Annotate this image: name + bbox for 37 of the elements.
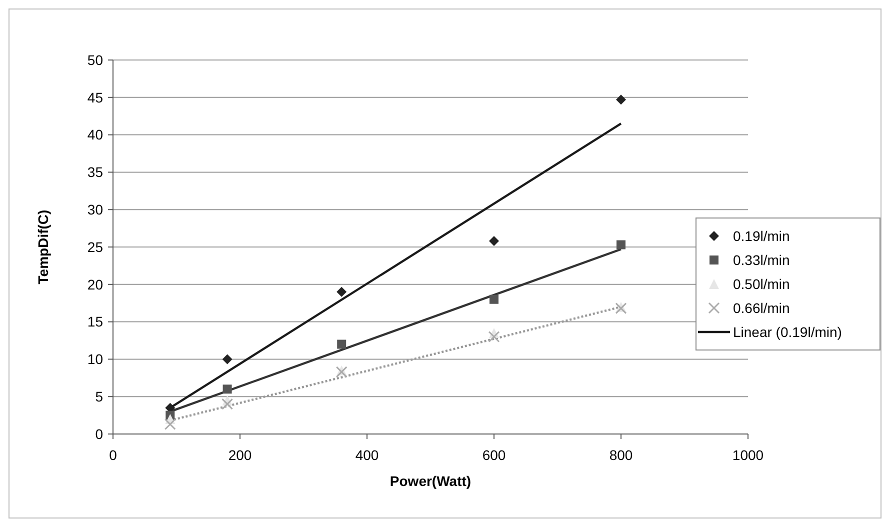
y-tick-label: 20 bbox=[87, 276, 104, 292]
legend-label: 0.33l/min bbox=[733, 252, 790, 268]
x-tick-label: 0 bbox=[109, 447, 118, 463]
x-tick-label: 800 bbox=[609, 447, 633, 463]
y-tick-label: 25 bbox=[87, 238, 104, 255]
x-tick-label: 200 bbox=[228, 447, 252, 463]
point bbox=[222, 354, 232, 364]
point bbox=[222, 384, 232, 394]
x-tick-label: 600 bbox=[482, 447, 506, 463]
legend-label: 0.19l/min bbox=[733, 228, 790, 244]
point bbox=[336, 286, 347, 297]
point bbox=[222, 398, 234, 410]
point bbox=[488, 331, 500, 343]
point bbox=[615, 302, 627, 314]
y-tick-label: 30 bbox=[87, 202, 104, 218]
x-tick-label: 400 bbox=[355, 447, 379, 463]
y-tick-label: 40 bbox=[87, 126, 104, 143]
y-tick-label: 35 bbox=[87, 164, 104, 180]
point bbox=[616, 94, 626, 105]
point bbox=[616, 240, 626, 250]
y-tick-label: 45 bbox=[87, 89, 104, 106]
x-axis-title: Power(Watt) bbox=[390, 473, 472, 489]
point bbox=[164, 418, 176, 430]
y-tick-label: 5 bbox=[95, 388, 104, 404]
legend-label: 0.50l/min bbox=[733, 276, 790, 292]
y-axis-title: TempDif(C) bbox=[35, 210, 51, 284]
legend-label: Linear (0.19l/min) bbox=[733, 324, 842, 340]
point bbox=[337, 340, 346, 349]
y-tick-label: 15 bbox=[87, 314, 104, 330]
y-tick-label: 10 bbox=[87, 351, 104, 368]
y-tick-label: 0 bbox=[95, 426, 104, 442]
y-tick-label: 50 bbox=[87, 52, 104, 68]
point bbox=[490, 294, 498, 304]
x-tick-label: 1000 bbox=[732, 447, 764, 463]
legend-label: 0.66l/min bbox=[733, 300, 790, 316]
point bbox=[336, 366, 348, 378]
point bbox=[489, 236, 499, 246]
